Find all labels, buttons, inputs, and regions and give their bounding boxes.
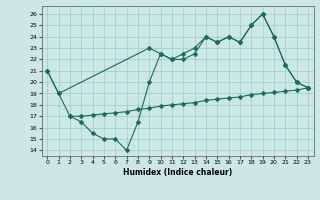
X-axis label: Humidex (Indice chaleur): Humidex (Indice chaleur) [123, 168, 232, 177]
